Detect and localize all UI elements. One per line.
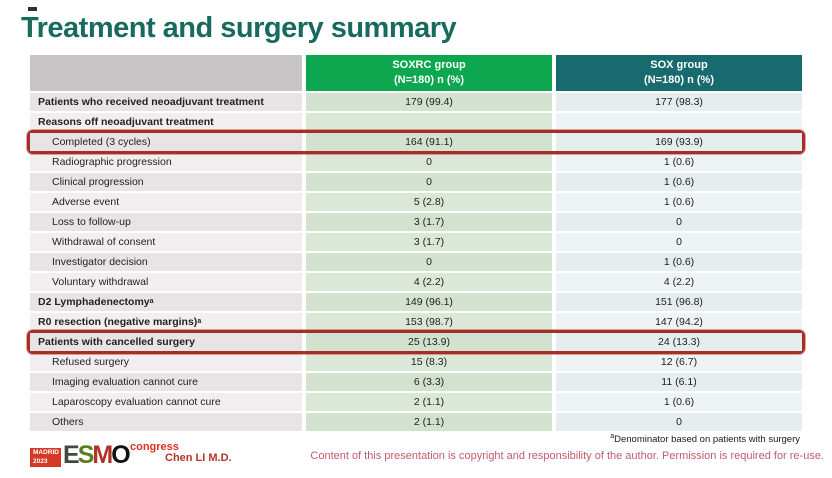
soxrc-value: 0 [306, 153, 552, 171]
page-title: Treatment and surgery summary [21, 12, 457, 44]
header-cell-sox: SOX group (N=180) n (%) [556, 55, 802, 91]
sox-value: 0 [556, 233, 802, 251]
soxrc-value [306, 113, 552, 131]
sox-value: 11 (6.1) [556, 373, 802, 391]
row-label: Completed (3 cycles) [30, 133, 302, 151]
soxrc-value: 5 (2.8) [306, 193, 552, 211]
row-label: Reasons off neoadjuvant treatment [30, 113, 302, 131]
soxrc-value: 4 (2.2) [306, 273, 552, 291]
row-label: Radiographic progression [30, 153, 302, 171]
footnote-superscript: a [610, 432, 615, 440]
soxrc-value: 25 (13.9) [306, 333, 552, 351]
table-row: Refused surgery 15 (8.3) 12 (6.7) [30, 353, 802, 371]
soxrc-value: 15 (8.3) [306, 353, 552, 371]
row-label: D2 Lymphadenectomy a [30, 293, 302, 311]
column-title: SOXRC group [392, 59, 466, 72]
column-subtitle: (N=180) n (%) [394, 74, 464, 86]
sox-value: 4 (2.2) [556, 273, 802, 291]
table-row: Loss to follow-up 3 (1.7) 0 [30, 213, 802, 231]
row-label: Imaging evaluation cannot cure [30, 373, 302, 391]
sox-value: 1 (0.6) [556, 153, 802, 171]
column-title: SOX group [650, 59, 708, 72]
esmo-letters: ESMO [63, 440, 131, 470]
row-label: R0 resection (negative margins) a [30, 313, 302, 331]
soxrc-value: 0 [306, 253, 552, 271]
table-row: Clinical progression 0 1 (0.6) [30, 173, 802, 191]
esmo-letter: S [77, 441, 95, 469]
soxrc-value: 0 [306, 173, 552, 191]
sox-value: 1 (0.6) [556, 393, 802, 411]
sox-value: 1 (0.6) [556, 173, 802, 191]
table-row: Completed (3 cycles) 164 (91.1) 169 (93.9) [30, 133, 802, 151]
sox-value: 0 [556, 413, 802, 431]
footnote-text: Denominator based on patients with surge… [614, 434, 800, 445]
badge-year: 2023 [33, 457, 48, 465]
row-label: Laparoscopy evaluation cannot cure [30, 393, 302, 411]
footnote: aDenominator based on patients with surg… [610, 432, 800, 445]
esmo-letter: M [92, 441, 113, 469]
row-label: Refused surgery [30, 353, 302, 371]
row-label: Patients with cancelled surgery [30, 333, 302, 351]
row-label: Others [30, 413, 302, 431]
table-body: Patients who received neoadjuvant treatm… [30, 93, 802, 431]
table-row: D2 Lymphadenectomy a 149 (96.1) 151 (96.8) [30, 293, 802, 311]
row-label: Patients who received neoadjuvant treatm… [30, 93, 302, 111]
table-row: Adverse event 5 (2.8) 1 (0.6) [30, 193, 802, 211]
table-header: SOXRC group (N=180) n (%) SOX group (N=1… [30, 55, 802, 91]
table-row: Withdrawal of consent 3 (1.7) 0 [30, 233, 802, 251]
table-row: R0 resection (negative margins) a 153 (98.… [30, 313, 802, 331]
esmo-letter: E [63, 441, 80, 469]
sox-value: 1 (0.6) [556, 253, 802, 271]
congress-label: congress [130, 441, 179, 453]
soxrc-value: 2 (1.1) [306, 413, 552, 431]
table-row: Others 2 (1.1) 0 [30, 413, 802, 431]
madrid-2023-badge: MADRID 2023 [30, 448, 61, 467]
copyright-text: Content of this presentation is copyrigh… [310, 450, 824, 462]
soxrc-value: 3 (1.7) [306, 233, 552, 251]
sox-value [556, 113, 802, 131]
badge-city: MADRID [33, 449, 59, 457]
sox-value: 147 (94.2) [556, 313, 802, 331]
sox-value: 177 (98.3) [556, 93, 802, 111]
sox-value: 24 (13.3) [556, 333, 802, 351]
table-row: Imaging evaluation cannot cure 6 (3.3) 11 … [30, 373, 802, 391]
sox-value: 151 (96.8) [556, 293, 802, 311]
author-name: Chen LI M.D. [165, 452, 232, 464]
table-row: Laparoscopy evaluation cannot cure 2 (1.1… [30, 393, 802, 411]
esmo-congress-logo: MADRID 2023 ESMO congress [30, 440, 179, 474]
sox-value: 0 [556, 213, 802, 231]
row-label: Adverse event [30, 193, 302, 211]
column-subtitle: (N=180) n (%) [644, 74, 714, 86]
summary-table: SOXRC group (N=180) n (%) SOX group (N=1… [30, 55, 802, 431]
esmo-letter: O [111, 441, 131, 469]
row-label: Withdrawal of consent [30, 233, 302, 251]
row-label: Voluntary withdrawal [30, 273, 302, 291]
soxrc-value: 149 (96.1) [306, 293, 552, 311]
table-row: Investigator decision 0 1 (0.6) [30, 253, 802, 271]
sox-value: 1 (0.6) [556, 193, 802, 211]
table-row: Voluntary withdrawal 4 (2.2) 4 (2.2) [30, 273, 802, 291]
sox-value: 169 (93.9) [556, 133, 802, 151]
table-row: Patients who received neoadjuvant treatm… [30, 93, 802, 111]
soxrc-value: 3 (1.7) [306, 213, 552, 231]
soxrc-value: 153 (98.7) [306, 313, 552, 331]
soxrc-value: 2 (1.1) [306, 393, 552, 411]
slide-marker [28, 7, 37, 11]
table-row: Patients with cancelled surgery 25 (13.9)… [30, 333, 802, 351]
header-cell-empty [30, 55, 302, 91]
table-row: Radiographic progression 0 1 (0.6) [30, 153, 802, 171]
soxrc-value: 179 (99.4) [306, 93, 552, 111]
row-label: Investigator decision [30, 253, 302, 271]
soxrc-value: 164 (91.1) [306, 133, 552, 151]
row-label: Clinical progression [30, 173, 302, 191]
sox-value: 12 (6.7) [556, 353, 802, 371]
header-cell-soxrc: SOXRC group (N=180) n (%) [306, 55, 552, 91]
row-label: Loss to follow-up [30, 213, 302, 231]
soxrc-value: 6 (3.3) [306, 373, 552, 391]
table-row: Reasons off neoadjuvant treatment [30, 113, 802, 131]
